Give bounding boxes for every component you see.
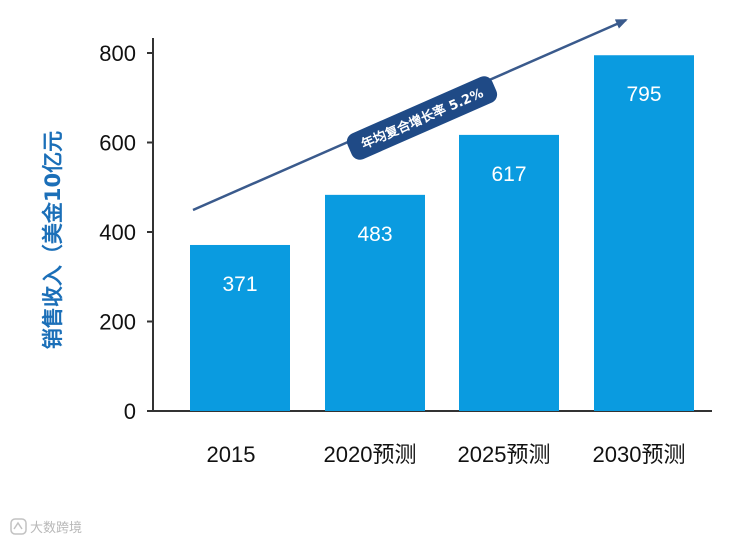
category-label-1: 2015 bbox=[207, 442, 256, 467]
category-labels: 2015 2020预测 2025预测 2030预测 bbox=[207, 442, 686, 467]
cagr-annotation: 年均复合增长率 5.2% bbox=[192, 18, 628, 212]
y-tick-labels: 0 200 400 600 800 bbox=[99, 41, 153, 424]
category-label-3: 2025预测 bbox=[458, 442, 551, 467]
bar-2 bbox=[325, 194, 425, 411]
category-label-2: 2020预测 bbox=[324, 442, 417, 467]
watermark-logo-icon bbox=[10, 518, 27, 535]
data-labels: 371 483 617 795 bbox=[222, 83, 661, 296]
bar-3 bbox=[459, 134, 559, 411]
watermark: 大数跨境 bbox=[10, 518, 82, 536]
watermark-text: 大数跨境 bbox=[30, 521, 82, 536]
y-tick-label: 0 bbox=[124, 399, 136, 424]
y-tick-label: 200 bbox=[99, 310, 136, 335]
data-label-2: 483 bbox=[357, 223, 392, 246]
data-label-1: 371 bbox=[222, 273, 257, 296]
y-axis-title: 销售收入（美金10亿元 bbox=[41, 131, 65, 349]
y-tick-label: 800 bbox=[99, 41, 136, 66]
y-tick-label: 600 bbox=[99, 131, 136, 156]
data-label-4: 795 bbox=[626, 83, 661, 106]
bar-4 bbox=[594, 55, 694, 412]
category-label-4: 2030预测 bbox=[593, 442, 686, 467]
bars bbox=[190, 55, 694, 412]
data-label-3: 617 bbox=[491, 163, 526, 186]
bar-1 bbox=[190, 244, 290, 411]
y-tick-label: 400 bbox=[99, 220, 136, 245]
cagr-pill bbox=[346, 76, 498, 160]
